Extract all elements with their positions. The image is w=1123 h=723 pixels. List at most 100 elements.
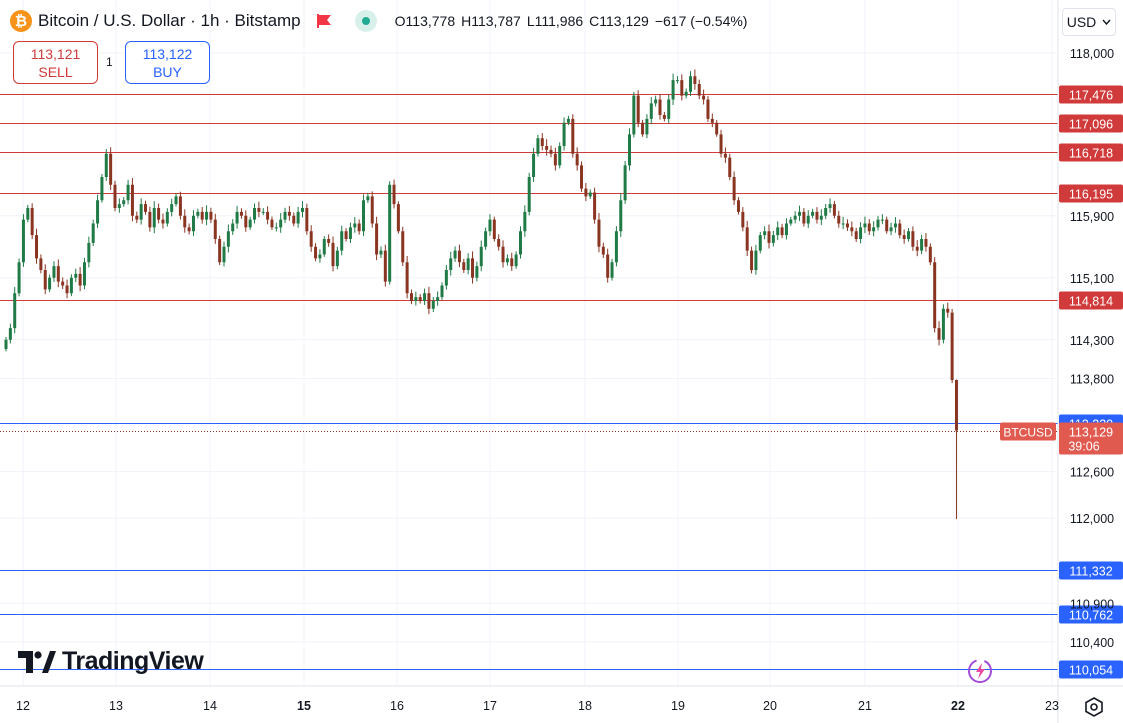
last-price-label: 113,129 bbox=[1069, 426, 1113, 440]
symbol-tag bbox=[1000, 422, 1056, 441]
price-tick-label: 110,900 bbox=[1070, 597, 1114, 611]
candle-body bbox=[549, 149, 553, 154]
candle-body bbox=[763, 231, 767, 236]
candle-body bbox=[35, 235, 39, 259]
candle-body bbox=[357, 223, 361, 232]
candle-body bbox=[340, 231, 344, 251]
currency-selector[interactable]: USD bbox=[1062, 8, 1116, 36]
candle-body bbox=[928, 246, 932, 263]
candle-body bbox=[841, 223, 845, 225]
candle-body bbox=[431, 301, 435, 309]
candle-body bbox=[48, 277, 52, 290]
resistance-level-tag bbox=[1059, 291, 1123, 310]
candle-body bbox=[283, 211, 287, 220]
candle-body bbox=[954, 380, 958, 431]
candle-body bbox=[279, 219, 283, 228]
candle-body bbox=[658, 99, 662, 115]
candle-body bbox=[436, 297, 440, 301]
candle-body bbox=[409, 293, 413, 301]
candles bbox=[4, 69, 958, 520]
candle-body bbox=[148, 211, 152, 228]
candle-body bbox=[183, 215, 187, 228]
candle-body bbox=[270, 219, 274, 228]
candle-body bbox=[845, 223, 849, 228]
candle-body bbox=[510, 258, 514, 267]
change-value: −617 (−0.54%) bbox=[654, 13, 748, 29]
candle-body bbox=[667, 99, 671, 119]
support-level-tag bbox=[1059, 605, 1123, 624]
candle-body bbox=[606, 254, 610, 278]
candle-body bbox=[300, 208, 304, 212]
candle-body bbox=[61, 281, 65, 286]
candle-body bbox=[601, 246, 605, 255]
candle-body bbox=[728, 157, 732, 177]
candle-body bbox=[82, 262, 86, 286]
candle-body bbox=[575, 153, 579, 166]
time-tick-label: 23 bbox=[1045, 699, 1059, 713]
candle-body bbox=[571, 118, 575, 154]
candle-body bbox=[379, 250, 383, 255]
candle-body bbox=[767, 231, 771, 243]
candle-body bbox=[632, 95, 636, 135]
candle-body bbox=[523, 211, 527, 232]
candle-body bbox=[798, 211, 802, 216]
candle-body bbox=[850, 227, 854, 232]
candle-body bbox=[558, 146, 562, 166]
candle-body bbox=[331, 242, 335, 267]
candle-body bbox=[824, 208, 828, 216]
candle-body bbox=[200, 211, 204, 220]
candle-body bbox=[671, 80, 675, 100]
candle-body bbox=[222, 246, 226, 263]
flag-icon[interactable] bbox=[316, 14, 333, 28]
candle-body bbox=[771, 235, 775, 243]
candle-body bbox=[113, 184, 117, 208]
candle-body bbox=[213, 219, 217, 239]
candle-body bbox=[793, 215, 797, 220]
candle-body bbox=[789, 219, 793, 224]
candle-body bbox=[715, 122, 719, 135]
candle-body bbox=[915, 246, 919, 251]
symbol-title[interactable]: Bitcoin / U.S. Dollar · 1h · Bitstamp bbox=[38, 11, 301, 30]
candle-body bbox=[684, 91, 688, 96]
sell-button[interactable]: 113,121 SELL bbox=[13, 41, 98, 84]
candle-body bbox=[8, 328, 12, 340]
candle-body bbox=[122, 200, 126, 205]
candle-body bbox=[893, 223, 897, 228]
candle-body bbox=[318, 254, 322, 259]
buy-button[interactable]: 113,122 BUY bbox=[125, 41, 210, 84]
candle-body bbox=[26, 208, 30, 220]
candle-body bbox=[21, 219, 25, 263]
candle-body bbox=[920, 239, 924, 251]
candle-body bbox=[13, 293, 17, 329]
candle-body bbox=[296, 211, 300, 224]
chart-header: ₿ Bitcoin / U.S. Dollar · 1h · Bitstamp … bbox=[10, 8, 747, 34]
candle-body bbox=[209, 211, 213, 220]
resistance-level-tag bbox=[1059, 184, 1123, 203]
candle-body bbox=[396, 204, 400, 232]
support-level-tag bbox=[1059, 561, 1123, 580]
candle-body bbox=[423, 293, 427, 301]
candle-body bbox=[266, 211, 270, 220]
candle-body bbox=[907, 231, 911, 239]
candle-body bbox=[527, 177, 531, 212]
candle-body bbox=[257, 208, 261, 212]
candle-body bbox=[811, 211, 815, 216]
settings-icon[interactable] bbox=[1082, 695, 1106, 719]
candle-body bbox=[235, 211, 239, 224]
candle-body bbox=[196, 211, 200, 216]
candle-body bbox=[614, 231, 618, 263]
candle-body bbox=[588, 192, 592, 197]
candle-body bbox=[819, 215, 823, 220]
candle-body bbox=[501, 246, 505, 263]
tradingview-logo[interactable]: TradingView bbox=[18, 647, 204, 676]
candle-body bbox=[623, 165, 627, 201]
candle-body bbox=[457, 250, 461, 263]
candle-body bbox=[453, 250, 457, 259]
candle-body bbox=[130, 184, 134, 216]
lightning-icon[interactable] bbox=[965, 656, 995, 686]
candle-body bbox=[292, 215, 296, 224]
candle-body bbox=[580, 165, 584, 189]
candle-body bbox=[889, 227, 893, 232]
